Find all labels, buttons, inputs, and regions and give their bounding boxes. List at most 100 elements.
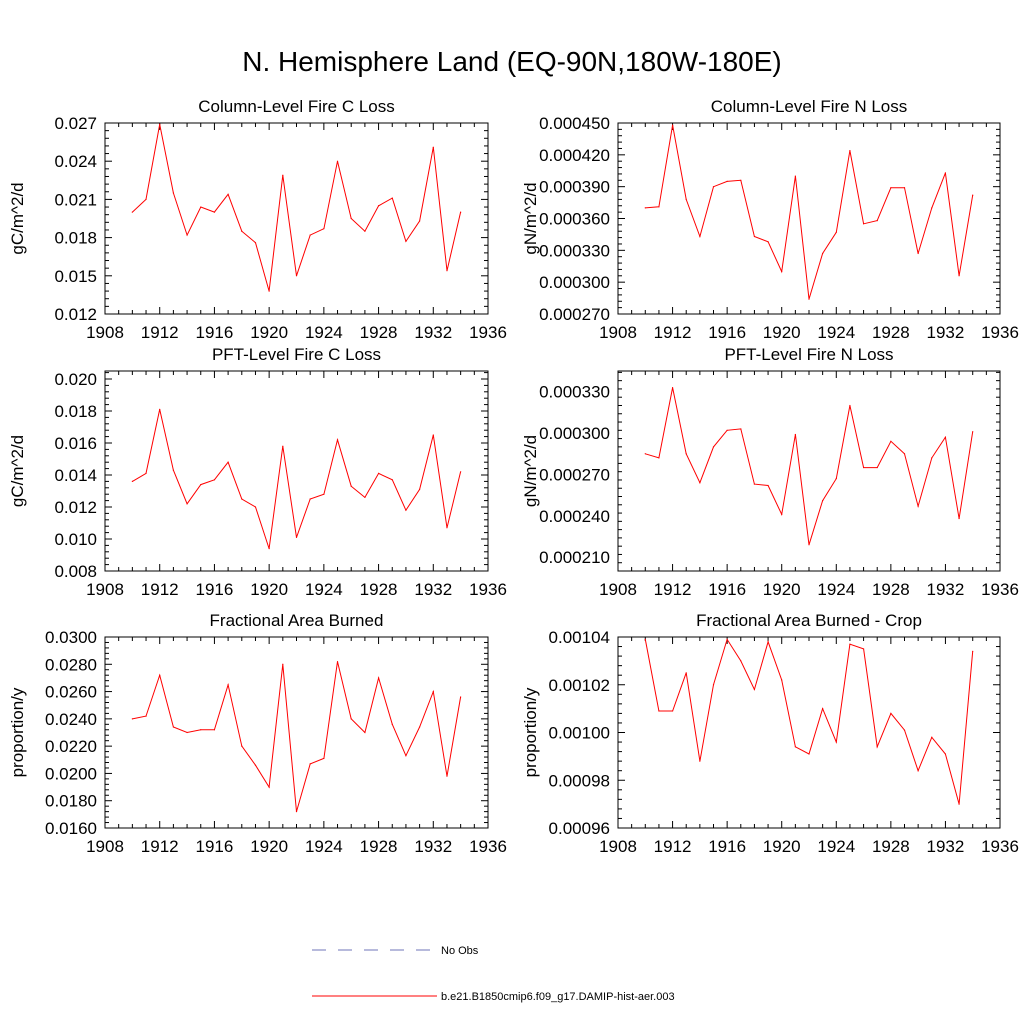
data-point [131, 480, 133, 482]
data-point [159, 674, 161, 676]
x-tick-label: 1916 [708, 580, 746, 599]
data-point [309, 234, 311, 236]
panel-3: PFT-Level Fire C Loss gC/m^2/d 1908 1912 191… [8, 345, 507, 599]
data-point [890, 440, 892, 442]
data-point [712, 684, 715, 686]
data-point [876, 746, 878, 748]
data-point [890, 712, 892, 715]
y-tick-label: 0.018 [54, 402, 97, 421]
data-point [200, 206, 202, 208]
data-point [658, 457, 660, 459]
data-point [794, 433, 796, 436]
x-tick-label: 1928 [872, 837, 910, 856]
series-line [645, 125, 974, 300]
data-point [931, 457, 933, 459]
plot-frame [617, 636, 1001, 829]
x-tick-label: 1924 [817, 323, 855, 342]
x-tick-label: 1932 [927, 837, 965, 856]
data-point [931, 736, 933, 738]
data-point [364, 230, 366, 232]
y-tick-label: 0.000450 [539, 114, 610, 133]
panel-5: Fractional Area Burned proportion/y 1908 19… [8, 611, 507, 856]
y-tick-label: 0.020 [54, 370, 97, 389]
data-point [186, 503, 188, 505]
x-tick-label: 1932 [414, 323, 452, 342]
data-point [726, 429, 728, 431]
data-point [822, 708, 824, 710]
data-point [794, 746, 796, 748]
x-tick-label: 1932 [414, 837, 452, 856]
y-tick-label: 0.00096 [549, 819, 610, 838]
x-tick-label: 1916 [196, 837, 234, 856]
data-point [309, 763, 311, 765]
x-tick-label: 1936 [469, 323, 507, 342]
data-point [446, 270, 448, 272]
data-point [145, 715, 147, 717]
data-point [781, 679, 783, 681]
data-point [131, 718, 133, 720]
y-tick-label: 0.015 [54, 267, 97, 286]
data-point [726, 180, 728, 182]
x-tick-label: 1932 [414, 580, 452, 599]
data-point [740, 660, 742, 662]
data-point [213, 729, 216, 731]
data-point [794, 175, 796, 177]
x-tick-label: 1912 [141, 837, 179, 856]
data-point [917, 252, 919, 255]
data-point [726, 638, 728, 640]
data-point [460, 471, 462, 473]
y-tick-label: 0.0280 [45, 655, 97, 674]
y-tick-label: 0.000300 [539, 424, 610, 443]
data-point [200, 729, 202, 731]
data-point [172, 469, 174, 471]
data-point [917, 505, 919, 507]
x-tick-label: 1924 [305, 323, 343, 342]
panel-1: Column-Level Fire C Loss gC/m^2/d 1908 1912… [8, 97, 507, 342]
panel-4: PFT-Level Fire N Loss gN/m^2/d 1908 1912 191… [521, 345, 1019, 599]
x-tick-label: 1928 [872, 323, 910, 342]
data-point [419, 726, 421, 728]
x-tick-label: 1924 [305, 837, 343, 856]
data-point [405, 755, 407, 757]
x-tick-label: 1916 [196, 323, 234, 342]
data-point [835, 477, 837, 480]
y-tick-label: 0.024 [54, 152, 97, 171]
data-point [808, 753, 810, 755]
data-point [460, 696, 462, 698]
y-tick-label: 0.014 [54, 466, 97, 485]
data-point [849, 643, 851, 645]
x-tick-label: 1920 [250, 837, 288, 856]
series-line [645, 387, 974, 545]
data-point [268, 786, 270, 788]
data-point [740, 179, 742, 181]
x-tick-label: 1912 [141, 580, 179, 599]
data-point [432, 690, 434, 693]
data-point [958, 275, 960, 277]
data-point [944, 436, 947, 438]
y-tick-label: 0.0220 [45, 737, 97, 756]
data-point [862, 466, 865, 469]
data-point [282, 445, 284, 447]
x-tick-label: 1908 [86, 837, 124, 856]
data-point [391, 197, 393, 199]
y-tick-label: 0.000420 [539, 146, 610, 165]
y-axis-label: proportion/y [521, 687, 540, 777]
data-point [364, 731, 366, 734]
data-point [849, 149, 851, 152]
x-tick-label: 1912 [654, 837, 692, 856]
x-tick-label: 1936 [981, 580, 1019, 599]
data-point [159, 408, 161, 410]
plot-frame [104, 370, 489, 572]
data-point [336, 439, 339, 441]
data-point [241, 230, 243, 232]
data-point [876, 466, 878, 469]
data-point [753, 235, 756, 238]
data-point [972, 431, 974, 433]
data-point [323, 493, 325, 495]
data-point [712, 186, 715, 188]
data-point [958, 517, 960, 520]
data-point [227, 684, 229, 686]
data-point [377, 677, 380, 679]
y-tick-label: 0.0160 [45, 819, 97, 838]
data-point [364, 496, 366, 498]
